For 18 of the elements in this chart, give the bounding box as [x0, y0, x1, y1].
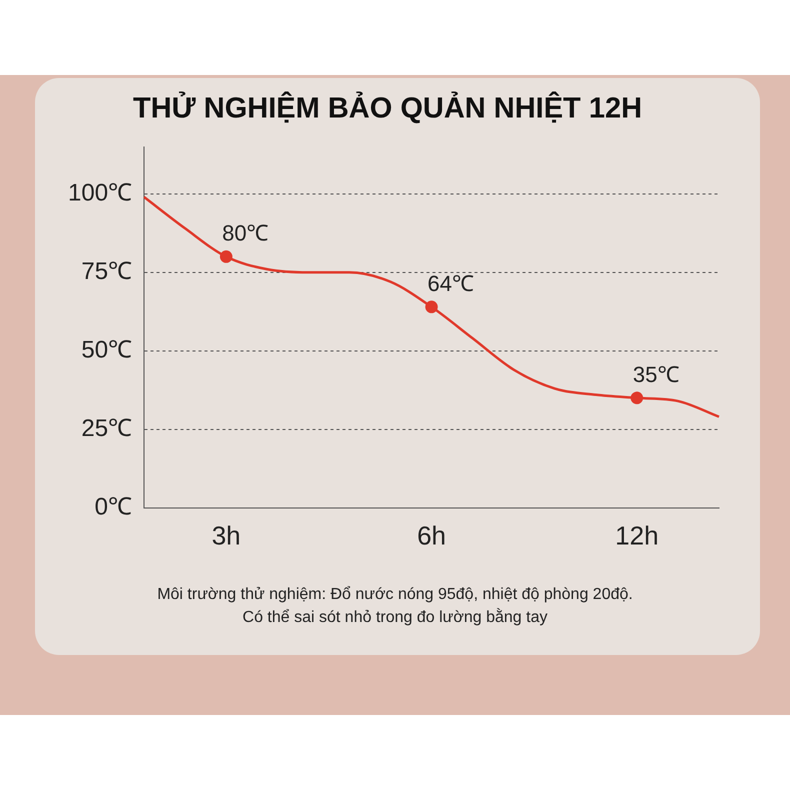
point	[630, 392, 644, 404]
x-tick-label: 3h	[212, 520, 241, 551]
data-label: 35℃	[632, 362, 680, 387]
line-series	[142, 196, 720, 418]
y-tick-label: 100℃	[68, 180, 132, 207]
point	[425, 300, 438, 314]
y-tick-label: 75℃	[81, 258, 132, 285]
text: Có thể sai sót nhỏ trong đo lường bằng tay	[242, 608, 548, 626]
y-tick-label: 0℃	[94, 493, 132, 520]
point	[220, 250, 232, 263]
text: Môi trường thử nghiệm: Đổ nước nóng 95độ, nhiệt độ phòng 20độ.	[157, 586, 633, 603]
chart-title: THỬ NGHIỆM BẢO QUẢN NHIỆT 12H	[132, 91, 642, 124]
data-label: 80℃	[222, 220, 269, 246]
y-tick-label: 25℃	[81, 414, 132, 442]
data-label: 64℃	[428, 270, 474, 296]
x-tick-label: 6h	[417, 520, 446, 551]
y-tick-label: 50℃	[81, 336, 132, 364]
x-tick-label: 12h	[615, 520, 659, 551]
